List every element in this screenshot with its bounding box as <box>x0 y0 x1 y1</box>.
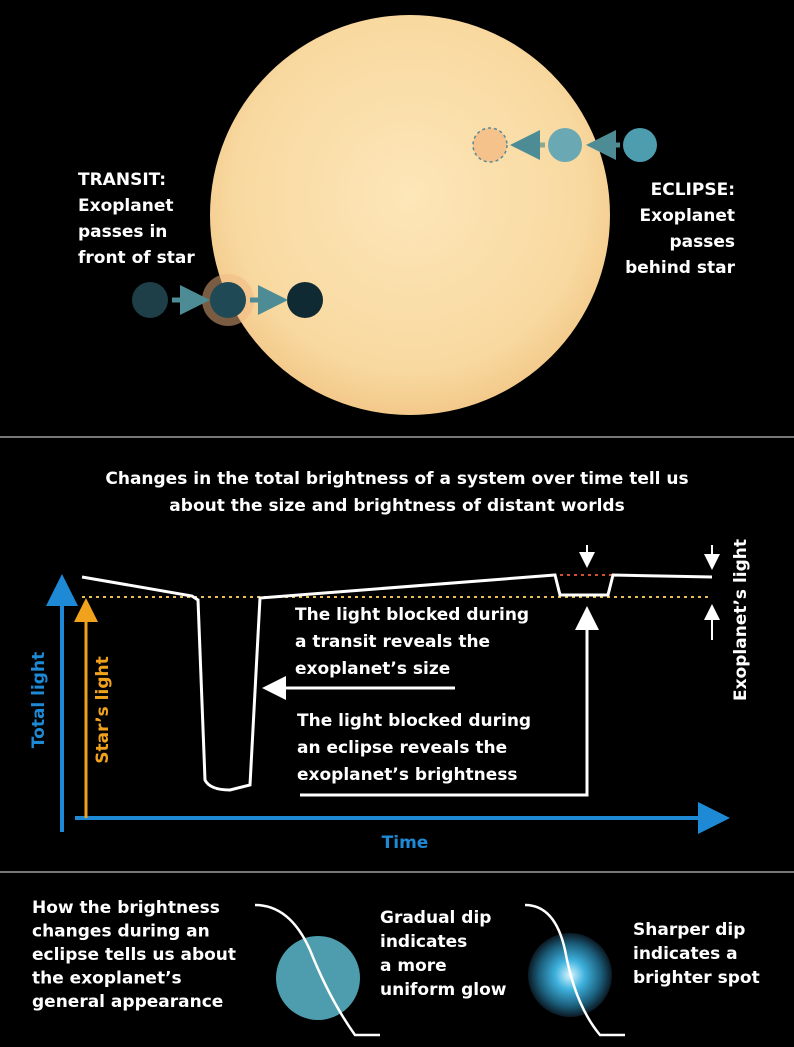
curve <box>81 573 713 792</box>
text-line: brighter spot <box>633 968 760 988</box>
text-line: an eclipse reveals the <box>297 738 507 758</box>
text-part: exoplanet’s <box>295 659 413 679</box>
gradual-curve <box>254 903 380 1037</box>
text-line: The light blocked during <box>297 711 531 731</box>
text-line: ECLIPSE: <box>651 180 735 200</box>
top-panel <box>132 15 657 415</box>
uniform-planet <box>276 936 360 1020</box>
text-line: behind star <box>625 258 736 278</box>
text-line: Changes in the total brightness of a sys… <box>105 469 688 489</box>
hidden-planet <box>472 127 508 163</box>
planet <box>210 282 246 318</box>
text-line: Exoplanet <box>78 196 173 216</box>
planet <box>548 128 582 162</box>
text-line: The light blocked during <box>295 605 529 625</box>
emphasis: brightness <box>415 765 518 785</box>
sharp-curve <box>524 903 625 1037</box>
star <box>210 15 610 415</box>
text-line: indicates a <box>633 944 738 964</box>
text-line: Gradual dip <box>380 908 491 928</box>
text-line: a transit reveals the <box>295 632 490 652</box>
star-axis-label: Star’s light <box>93 656 113 764</box>
arrow <box>300 606 599 797</box>
text-line: How the brightness <box>32 898 220 918</box>
text-line: about the size and brightness of distant… <box>169 496 624 516</box>
text-line: exoplanet’s brightness <box>297 765 518 785</box>
text-line: TRANSIT: <box>78 170 166 190</box>
text-part: exoplanet’s <box>297 765 415 785</box>
planet <box>287 282 323 318</box>
y-axis-label: Total light <box>29 652 49 748</box>
planet <box>132 282 168 318</box>
emphasis: general appearance <box>32 992 223 1012</box>
text-line: indicates <box>380 932 467 952</box>
text-line: changes during an <box>32 922 210 942</box>
x-axis-label: Time <box>382 833 429 853</box>
text-line: passes <box>669 232 735 252</box>
text-line: eclipse tells us about <box>32 945 236 965</box>
text-line: uniform glow <box>380 980 507 1000</box>
exoplanet-label: Exoplanet’s light <box>731 539 751 701</box>
text-line: the exoplanet’s <box>32 969 182 989</box>
text-line: Sharper dip <box>633 920 745 940</box>
light-curve <box>46 545 730 834</box>
text-line: passes in <box>78 222 167 242</box>
text-line: Exoplanet <box>640 206 735 226</box>
emphasis: size <box>413 659 450 679</box>
text-line: exoplanet’s size <box>295 659 450 679</box>
text-line: a more <box>380 956 447 976</box>
text-line: front of star <box>78 248 195 268</box>
bottom-panel <box>254 903 625 1037</box>
planet <box>623 128 657 162</box>
